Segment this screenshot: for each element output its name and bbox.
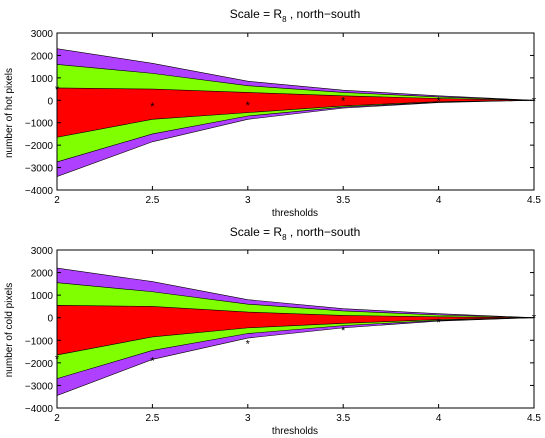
y-axis-label: number of cold pixels (4, 283, 15, 378)
x-axis-label: thresholds (272, 426, 318, 437)
y-axis-ticks: −4000 −3000 −2000 −1000 0 1000 2000 3000 (25, 29, 534, 197)
band-2 (56, 304, 535, 356)
x-tick-label: 2 (54, 413, 60, 424)
observed-point: * (150, 356, 155, 368)
x-tick-label: 2.5 (145, 195, 159, 206)
observed-point: * (341, 325, 346, 337)
x-tick-label: 2 (54, 195, 60, 206)
x-tick-label: 4 (436, 413, 442, 424)
chart-title: Scale = R8 , north−south (230, 7, 361, 24)
y-tick-label: −2000 (25, 359, 54, 370)
y-tick-label: −3000 (25, 381, 54, 392)
chart-title: Scale = R8 , north−south (230, 225, 361, 242)
x-axis-ticks: 2 2.5 3 3.5 4 4.5 (54, 250, 541, 424)
y-tick-label: 2000 (31, 269, 54, 280)
x-axis-label: thresholds (272, 208, 318, 219)
observed-point: * (246, 100, 251, 112)
y-axis-ticks: −4000 −3000 −2000 −1000 0 1000 2000 3000 (25, 246, 534, 415)
y-tick-label: 0 (47, 96, 53, 107)
x-tick-label: 4.5 (527, 413, 541, 424)
y-tick-label: −1000 (25, 336, 54, 347)
x-tick-label: 3 (245, 195, 251, 206)
observed-point: * (341, 95, 346, 107)
plot-frame (56, 32, 535, 191)
x-tick-label: 3.5 (336, 195, 350, 206)
y-tick-label: −2000 (25, 141, 54, 152)
x-tick-label: 3.5 (336, 413, 350, 424)
y-tick-label: 1000 (31, 291, 54, 302)
plot-frame (56, 249, 535, 409)
x-tick-label: 3 (245, 413, 251, 424)
y-tick-label: 0 (47, 314, 53, 325)
hot-pixels-chart: Scale = R8 , north−south ** * * * * 2 2.5 3 3.5… (4, 7, 541, 219)
confidence-bands (56, 48, 535, 177)
y-tick-label: 1000 (31, 74, 54, 85)
observed-point: * (150, 101, 155, 113)
band-1 (56, 282, 535, 380)
y-tick-label: −4000 (25, 186, 54, 197)
x-tick-label: 2.5 (145, 413, 159, 424)
observed-point: * (246, 339, 251, 351)
confidence-bands (56, 267, 535, 397)
y-tick-label: −3000 (25, 164, 54, 175)
x-tick-label: 4.5 (527, 195, 541, 206)
y-tick-label: −4000 (25, 404, 54, 415)
y-tick-label: 3000 (31, 29, 54, 40)
band-2 (56, 87, 535, 138)
y-tick-label: 2000 (31, 51, 54, 62)
x-tick-label: 4 (436, 195, 442, 206)
cold-pixels-chart: Scale = R8 , north−south * **** * 2 2.5 3 3.5… (4, 225, 541, 437)
y-tick-label: −1000 (25, 119, 54, 130)
observed-point: * (436, 317, 441, 329)
y-axis-label: number of hot pixels (4, 68, 15, 158)
x-axis-ticks: 2 2.5 3 3.5 4 4.5 (54, 33, 541, 206)
observed-point: * (436, 95, 441, 107)
y-tick-label: 3000 (31, 246, 54, 257)
